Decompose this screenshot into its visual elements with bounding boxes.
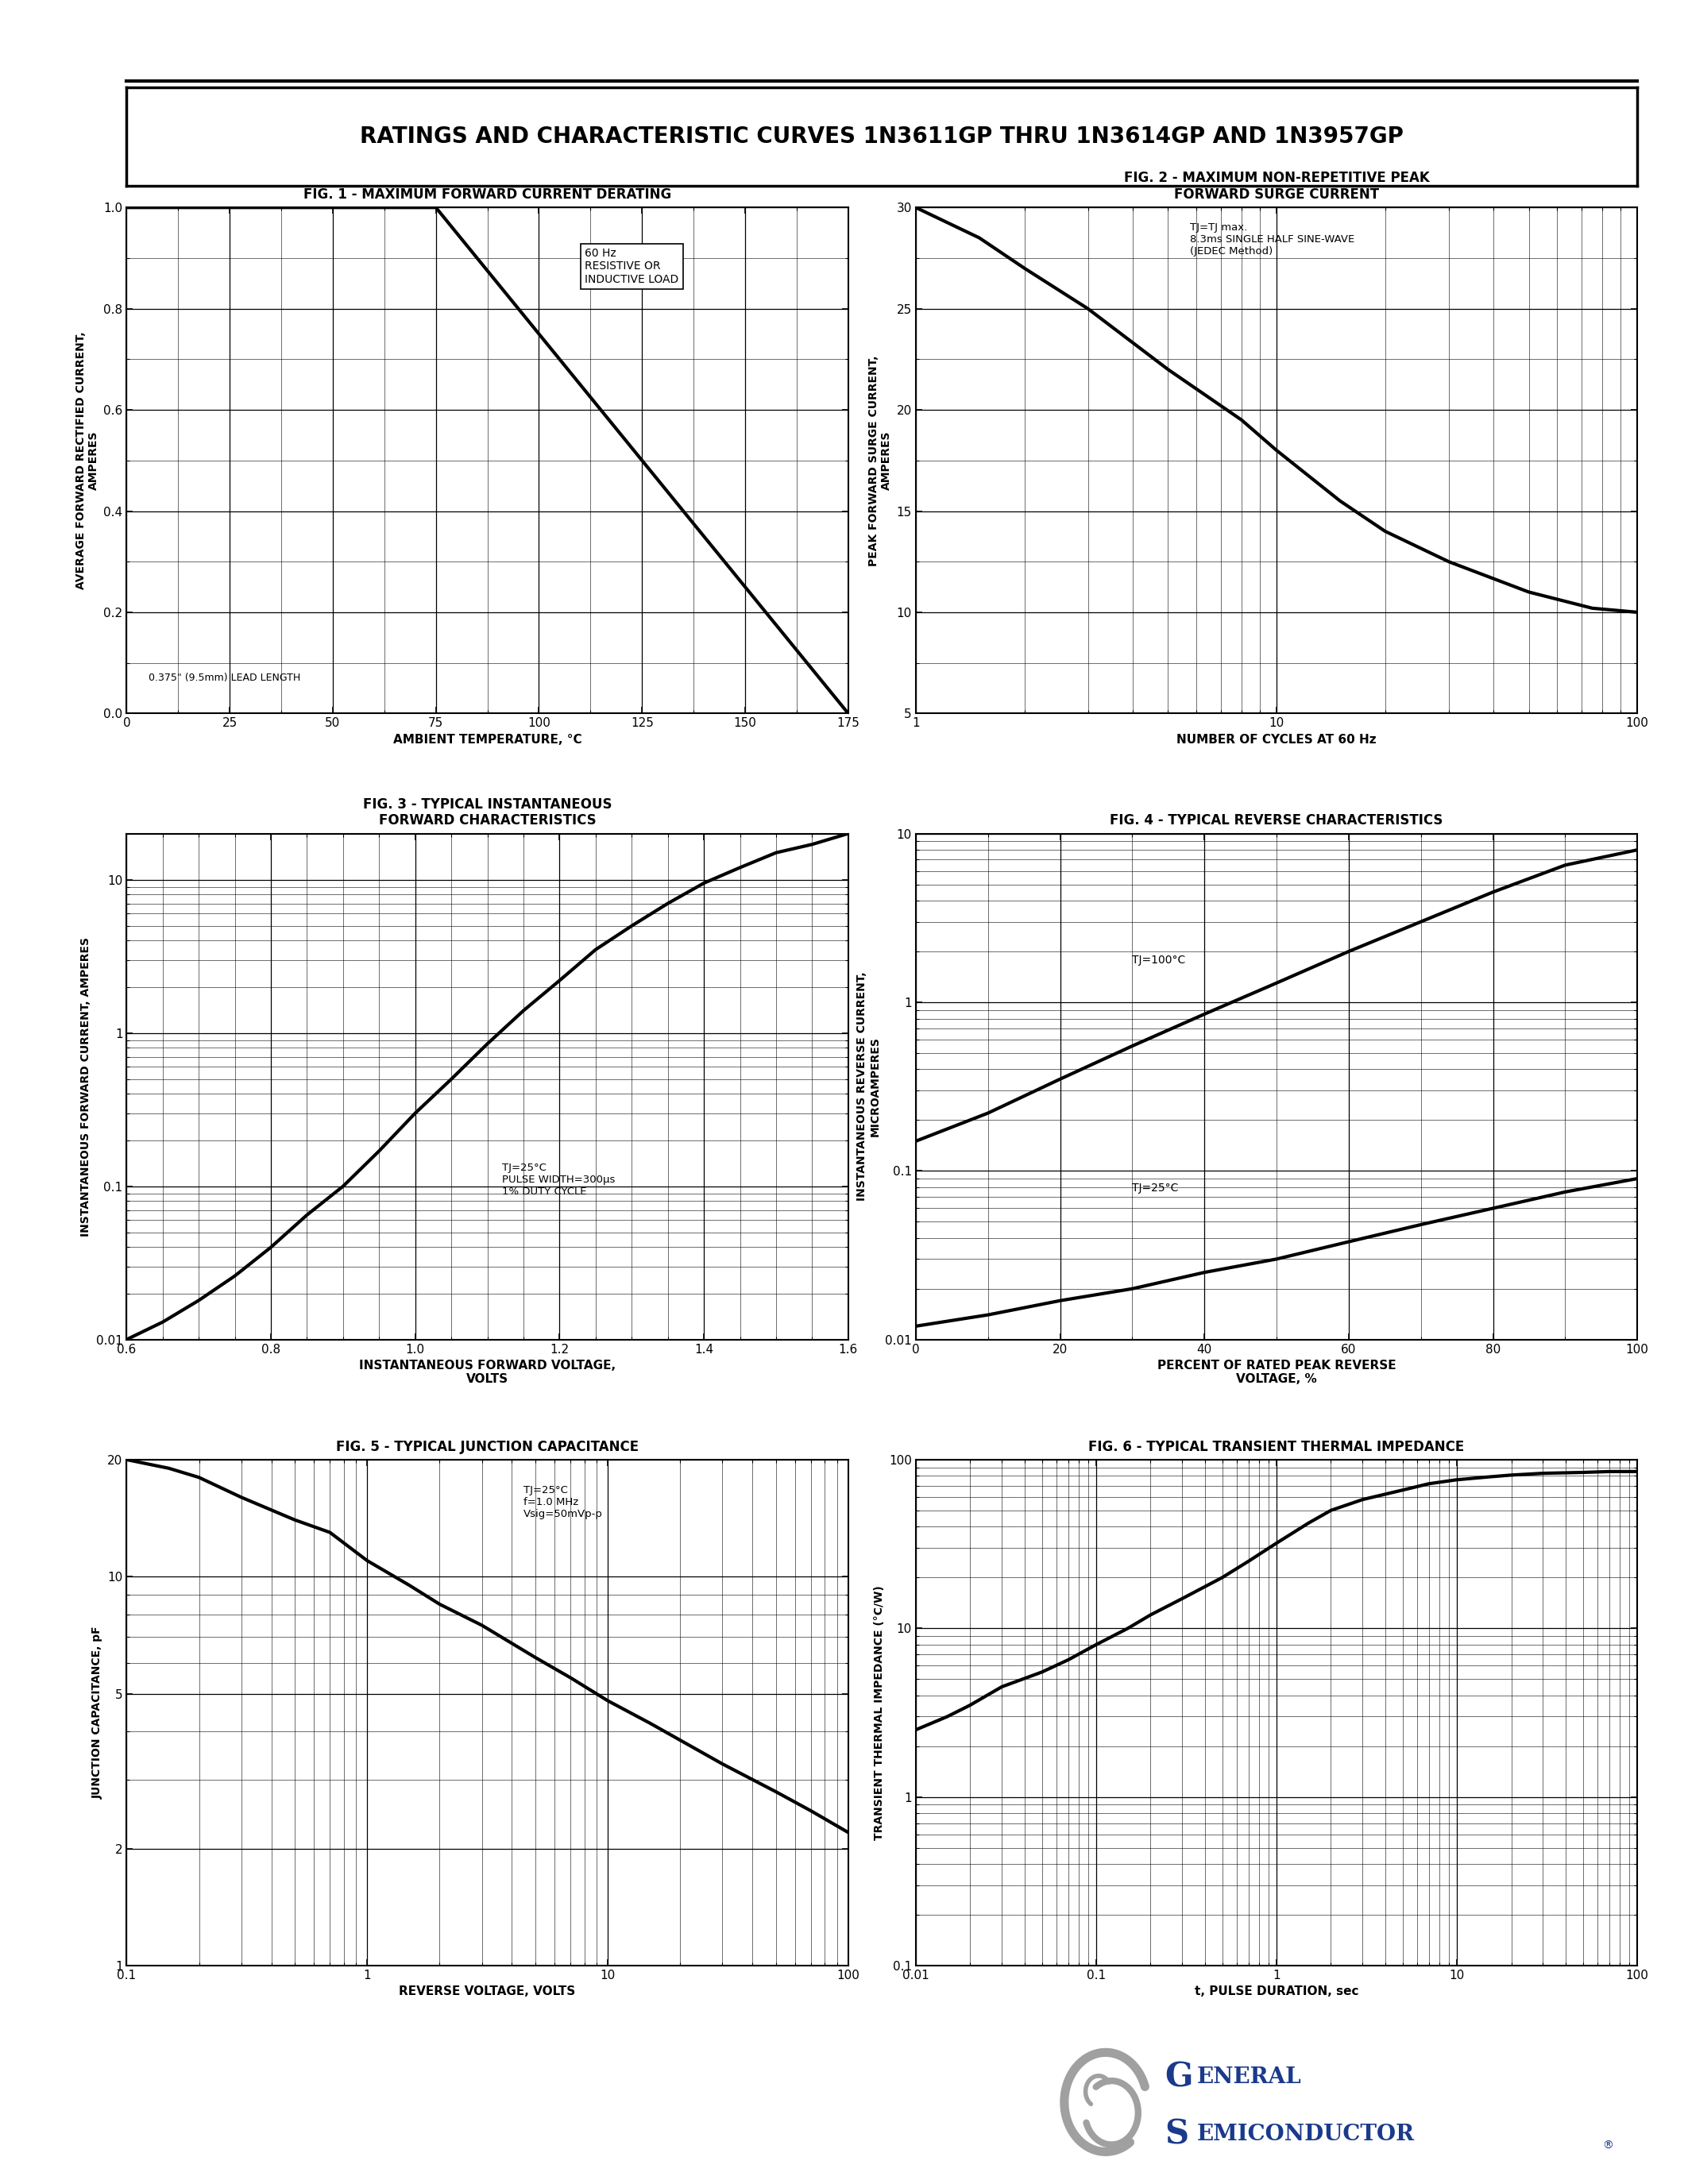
X-axis label: AMBIENT TEMPERATURE, °C: AMBIENT TEMPERATURE, °C <box>393 734 582 745</box>
X-axis label: t, PULSE DURATION, sec: t, PULSE DURATION, sec <box>1195 1985 1359 1998</box>
Text: 0.375" (9.5mm) LEAD LENGTH: 0.375" (9.5mm) LEAD LENGTH <box>149 673 300 684</box>
Title: FIG. 2 - MAXIMUM NON-REPETITIVE PEAK
FORWARD SURGE CURRENT: FIG. 2 - MAXIMUM NON-REPETITIVE PEAK FOR… <box>1124 170 1430 201</box>
Text: TJ=100°C: TJ=100°C <box>1133 954 1185 965</box>
Text: TJ=25°C
PULSE WIDTH=300μs
1% DUTY CYCLE: TJ=25°C PULSE WIDTH=300μs 1% DUTY CYCLE <box>501 1162 614 1197</box>
Title: FIG. 1 - MAXIMUM FORWARD CURRENT DERATING: FIG. 1 - MAXIMUM FORWARD CURRENT DERATIN… <box>304 188 672 201</box>
Y-axis label: INSTANTANEOUS FORWARD CURRENT, AMPERES: INSTANTANEOUS FORWARD CURRENT, AMPERES <box>81 937 91 1236</box>
Text: G: G <box>1165 2060 1193 2094</box>
Title: FIG. 3 - TYPICAL INSTANTANEOUS
FORWARD CHARACTERISTICS: FIG. 3 - TYPICAL INSTANTANEOUS FORWARD C… <box>363 797 613 828</box>
Y-axis label: AVERAGE FORWARD RECTIFIED CURRENT,
AMPERES: AVERAGE FORWARD RECTIFIED CURRENT, AMPER… <box>74 332 100 590</box>
Text: TJ=TJ max.
8.3ms SINGLE HALF SINE-WAVE
(JEDEC Method): TJ=TJ max. 8.3ms SINGLE HALF SINE-WAVE (… <box>1190 223 1354 258</box>
Text: TJ=25°C
f=1.0 MHz
Vsig=50mVp-p: TJ=25°C f=1.0 MHz Vsig=50mVp-p <box>523 1485 603 1520</box>
X-axis label: REVERSE VOLTAGE, VOLTS: REVERSE VOLTAGE, VOLTS <box>398 1985 576 1998</box>
Title: FIG. 6 - TYPICAL TRANSIENT THERMAL IMPEDANCE: FIG. 6 - TYPICAL TRANSIENT THERMAL IMPED… <box>1089 1439 1465 1455</box>
Text: ®: ® <box>1602 2140 1614 2151</box>
X-axis label: NUMBER OF CYCLES AT 60 Hz: NUMBER OF CYCLES AT 60 Hz <box>1177 734 1376 745</box>
X-axis label: INSTANTANEOUS FORWARD VOLTAGE,
VOLTS: INSTANTANEOUS FORWARD VOLTAGE, VOLTS <box>360 1361 616 1385</box>
X-axis label: PERCENT OF RATED PEAK REVERSE
VOLTAGE, %: PERCENT OF RATED PEAK REVERSE VOLTAGE, % <box>1158 1361 1396 1385</box>
Text: RATINGS AND CHARACTERISTIC CURVES 1N3611GP THRU 1N3614GP AND 1N3957GP: RATINGS AND CHARACTERISTIC CURVES 1N3611… <box>360 124 1404 149</box>
Text: S: S <box>1165 2116 1188 2151</box>
Title: FIG. 5 - TYPICAL JUNCTION CAPACITANCE: FIG. 5 - TYPICAL JUNCTION CAPACITANCE <box>336 1439 638 1455</box>
Text: EMICONDUCTOR: EMICONDUCTOR <box>1197 2123 1415 2145</box>
Text: ENERAL: ENERAL <box>1197 2066 1301 2088</box>
Y-axis label: PEAK FORWARD SURGE CURRENT,
AMPERES: PEAK FORWARD SURGE CURRENT, AMPERES <box>868 356 891 566</box>
Y-axis label: INSTANTANEOUS REVERSE CURRENT,
MICROAMPERES: INSTANTANEOUS REVERSE CURRENT, MICROAMPE… <box>858 972 881 1201</box>
Y-axis label: TRANSIENT THERMAL IMPEDANCE (°C/W): TRANSIENT THERMAL IMPEDANCE (°C/W) <box>873 1586 885 1839</box>
Y-axis label: JUNCTION CAPACITANCE, pF: JUNCTION CAPACITANCE, pF <box>91 1627 103 1800</box>
Text: 60 Hz
RESISTIVE OR
INDUCTIVE LOAD: 60 Hz RESISTIVE OR INDUCTIVE LOAD <box>584 249 679 284</box>
Title: FIG. 4 - TYPICAL REVERSE CHARACTERISTICS: FIG. 4 - TYPICAL REVERSE CHARACTERISTICS <box>1111 815 1443 828</box>
Text: TJ=25°C: TJ=25°C <box>1133 1182 1178 1192</box>
